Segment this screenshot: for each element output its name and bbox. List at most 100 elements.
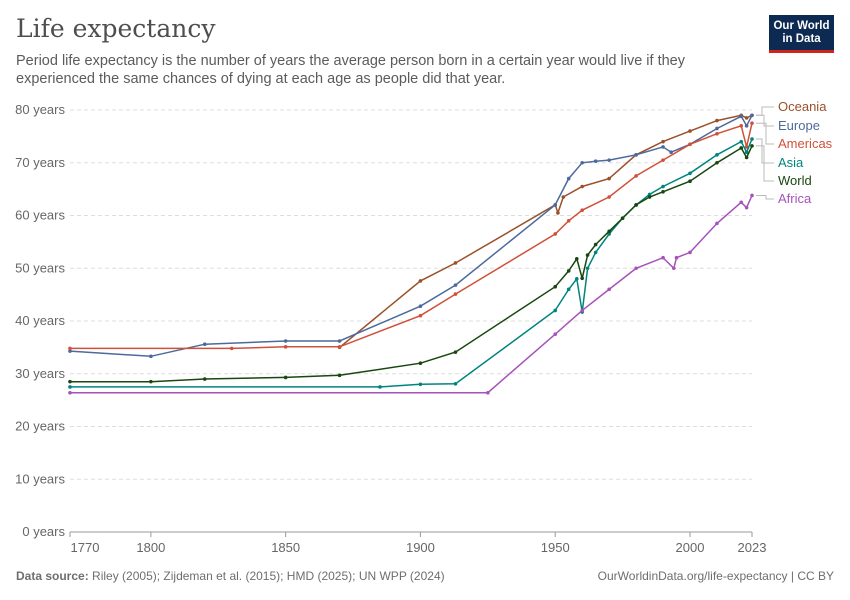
data-point-oceania	[556, 211, 560, 215]
data-point-africa	[661, 255, 665, 260]
data-point-americas	[453, 292, 458, 296]
data-point-oceania	[744, 116, 749, 120]
data-point-americas	[607, 195, 611, 199]
data-point-world	[715, 160, 719, 165]
series-line-world	[70, 145, 753, 383]
y-tick-label: 30 years	[15, 366, 65, 381]
data-point-world	[418, 361, 423, 366]
data-point-europe	[715, 126, 719, 131]
data-point-europe	[202, 342, 207, 347]
data-point-europe	[566, 176, 571, 181]
data-point-europe	[337, 339, 342, 343]
x-tick-label: 2023	[738, 540, 767, 555]
data-point-americas	[337, 345, 342, 349]
chart-subtitle: Period life expectancy is the number of …	[16, 53, 685, 87]
source-text: Riley (2005); Zijdeman et al. (2015); HM…	[92, 569, 445, 583]
data-point-asia	[739, 139, 744, 144]
data-point-oceania	[561, 195, 566, 199]
data-point-asia	[585, 266, 590, 271]
data-point-world	[620, 216, 625, 220]
x-tick-label: 2000	[676, 540, 705, 555]
data-point-world	[580, 276, 584, 281]
data-point-africa	[688, 250, 692, 255]
legend-connector	[756, 194, 774, 200]
y-tick-label: 60 years	[15, 208, 65, 223]
data-point-asia	[647, 192, 652, 197]
data-point-asia	[715, 153, 719, 157]
data-point-africa	[607, 287, 611, 292]
legend-connector	[756, 122, 774, 145]
data-point-africa	[744, 205, 749, 210]
data-source: Data source: Riley (2005); Zijdeman et a…	[16, 569, 445, 583]
data-point-asia	[68, 385, 72, 389]
data-point-oceania	[580, 184, 584, 189]
data-point-asia	[566, 287, 571, 292]
series-line-oceania	[339, 114, 753, 348]
data-point-europe	[453, 283, 458, 287]
data-point-world	[553, 284, 558, 289]
data-point-africa	[634, 266, 638, 271]
data-point-americas	[688, 142, 692, 147]
data-point-oceania	[688, 129, 692, 133]
data-point-americas	[634, 174, 638, 178]
data-point-americas	[739, 124, 744, 128]
data-point-world	[337, 373, 342, 378]
data-point-world	[744, 155, 749, 160]
data-point-americas	[750, 121, 754, 125]
data-point-oceania	[715, 118, 719, 123]
legend-label-europe: Europe	[778, 118, 820, 133]
data-point-americas	[661, 158, 665, 162]
data-point-world	[593, 242, 598, 247]
data-point-oceania	[661, 139, 665, 144]
data-point-europe	[418, 304, 423, 309]
legend-label-asia: Asia	[778, 155, 804, 170]
y-tick-label: 50 years	[15, 260, 65, 275]
data-point-world	[585, 253, 590, 257]
chart-title: Life expectancy	[16, 14, 216, 43]
data-point-world	[607, 229, 611, 234]
series-line-europe	[69, 114, 753, 358]
series-line-asia	[70, 138, 753, 388]
y-tick-label: 0 years	[22, 524, 65, 539]
source-url-link[interactable]: OurWorldinData.org/life-expectancy | CC …	[597, 569, 834, 583]
data-point-world	[647, 195, 652, 199]
series-line-africa	[70, 195, 753, 394]
data-point-americas	[744, 145, 749, 149]
data-point-world	[283, 375, 288, 380]
data-point-americas	[566, 218, 571, 223]
legend-label-world: World	[778, 173, 812, 188]
y-tick-label: 20 years	[15, 419, 65, 434]
source-label: Data source:	[16, 569, 89, 583]
y-tick-label: 40 years	[15, 313, 65, 328]
legend-label-americas: Americas	[778, 136, 833, 151]
data-point-asia	[744, 150, 749, 154]
data-point-americas	[229, 346, 234, 351]
data-point-americas	[553, 232, 558, 236]
data-point-americas	[580, 208, 584, 213]
data-point-world	[750, 144, 754, 148]
data-point-world	[149, 379, 153, 384]
data-point-americas	[68, 346, 72, 351]
data-point-europe	[744, 124, 749, 128]
data-point-asia	[688, 171, 692, 176]
data-point-world	[202, 377, 207, 381]
data-point-asia	[750, 137, 754, 141]
legend-connector	[756, 106, 774, 116]
data-point-asia	[593, 250, 598, 255]
legend-connector	[756, 114, 774, 127]
data-point-world	[68, 379, 72, 384]
data-point-europe	[669, 150, 673, 154]
y-tick-label: 70 years	[15, 155, 65, 170]
data-point-asia	[661, 184, 665, 189]
data-point-africa	[68, 390, 72, 395]
owid-logo[interactable]: Our World in Data	[769, 15, 834, 53]
data-point-world	[661, 189, 665, 194]
data-point-europe	[593, 159, 598, 163]
data-point-oceania	[418, 279, 423, 283]
x-tick-label: 1800	[136, 540, 165, 555]
data-point-americas	[715, 131, 719, 136]
data-point-world	[566, 269, 571, 273]
data-point-americas	[418, 313, 423, 318]
